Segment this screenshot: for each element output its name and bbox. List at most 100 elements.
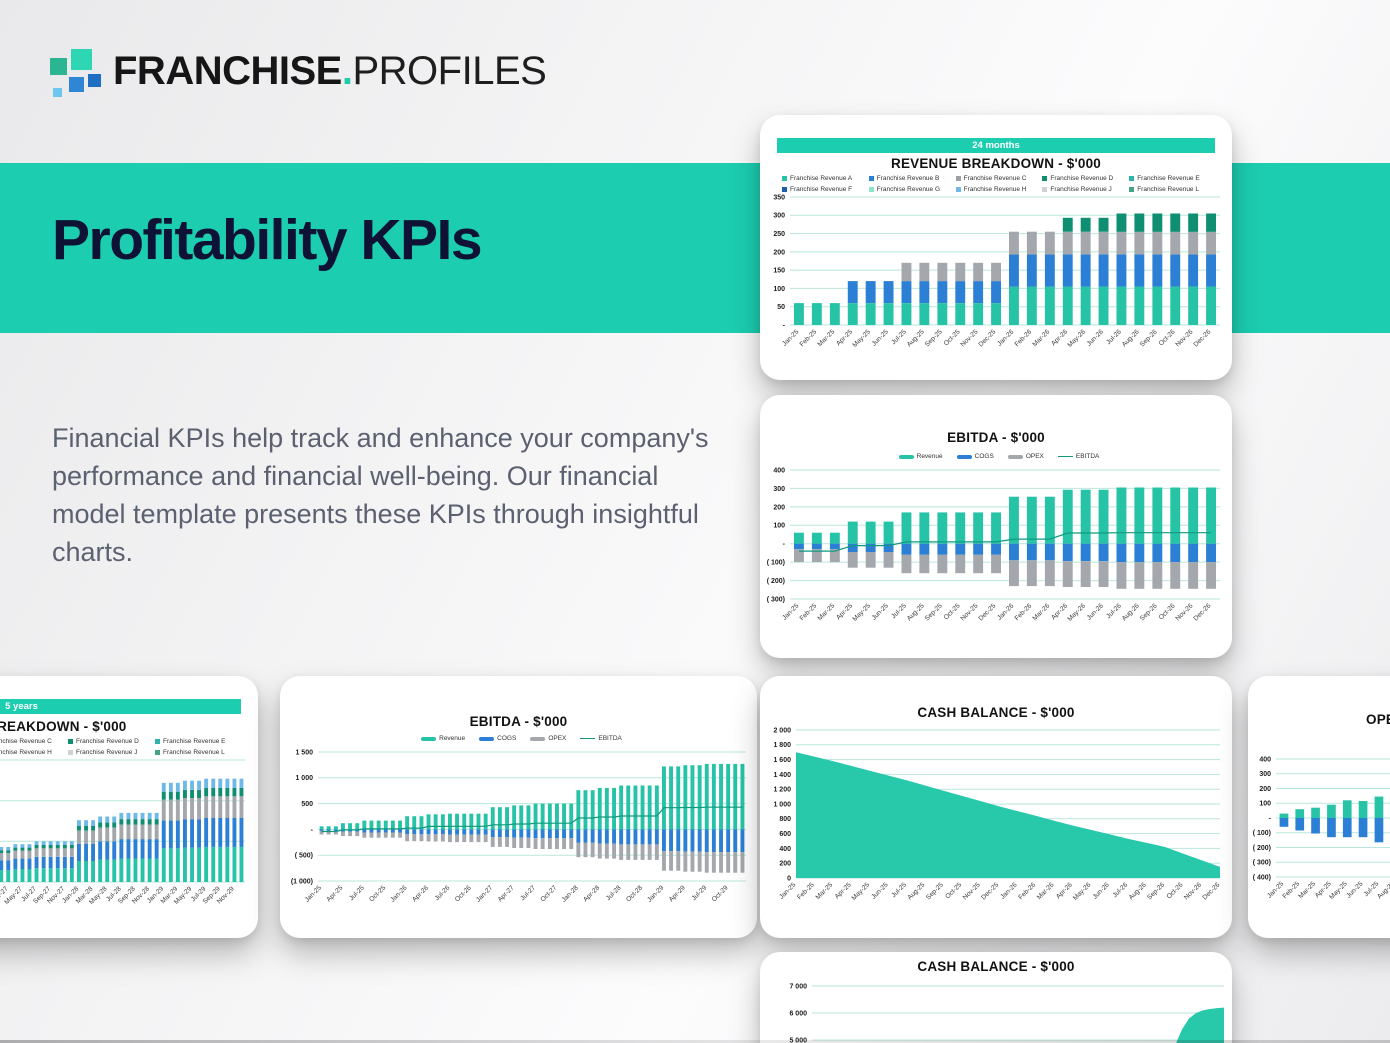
x-tick-label: Jan-26 — [996, 328, 1015, 347]
bar-segment — [41, 848, 46, 857]
bar-segment — [497, 807, 502, 830]
bar-segment — [1342, 800, 1352, 818]
bar-segment — [1170, 487, 1181, 544]
bar-segment — [77, 820, 81, 826]
bar-segment — [683, 765, 688, 830]
bar-segment — [490, 829, 495, 838]
x-tick-label: Sep-26 — [1146, 881, 1166, 901]
bar-segment — [490, 807, 495, 830]
bar-segment — [1152, 254, 1163, 287]
bar-segment — [519, 837, 524, 848]
x-tick-label: Jan-25 — [781, 328, 800, 347]
bar-segment — [168, 791, 173, 800]
bar-segment — [490, 837, 495, 847]
bar-segment — [647, 829, 652, 845]
bar-segment — [711, 829, 716, 853]
bar-segment — [126, 858, 131, 882]
bar-segment — [333, 826, 338, 830]
bar-segment — [197, 847, 201, 882]
legend-line-swatch — [1057, 456, 1073, 457]
bar-segment — [390, 820, 395, 830]
bar-segment — [183, 789, 187, 798]
bar-segment — [333, 829, 338, 831]
bar-segment — [55, 868, 60, 882]
x-tick-label: Nov-26 — [1175, 602, 1195, 622]
bar-segment — [204, 846, 209, 882]
x-tick-label: May-26 — [1067, 328, 1088, 349]
period-tag: 5 years — [0, 699, 241, 714]
bar-segment — [469, 834, 474, 843]
bar-segment — [1009, 254, 1019, 287]
bar-segment — [1098, 543, 1109, 562]
legend-swatch — [898, 454, 914, 459]
bar-segment — [6, 850, 11, 853]
bar-segment — [1062, 231, 1073, 255]
bar-segment — [197, 819, 201, 848]
bar-segment — [847, 521, 858, 544]
bar-segment — [991, 512, 1001, 544]
bar-segment — [469, 813, 474, 830]
bar-segment — [690, 851, 695, 872]
bar-segment — [733, 852, 738, 873]
bar-segment — [1134, 487, 1145, 544]
bar-segment — [1374, 818, 1384, 843]
y-tick-label: 200 — [773, 504, 785, 511]
legend-item: Revenue — [421, 735, 465, 742]
bar-segment — [847, 543, 858, 552]
bar-segment — [341, 831, 345, 837]
logo-mark-square — [69, 77, 84, 92]
bar-segment — [348, 829, 352, 832]
bar-segment — [48, 845, 53, 849]
bar-segment — [1358, 801, 1368, 818]
bar-segment — [1295, 809, 1305, 818]
area-series — [796, 752, 1220, 878]
bar-segment — [937, 554, 948, 574]
y-tick-label: 400 — [773, 467, 785, 474]
bar-segment — [955, 543, 966, 555]
y-tick-label: - — [1269, 815, 1272, 822]
bar-segment — [232, 788, 237, 797]
bar-segment — [662, 851, 666, 871]
bar-segment — [91, 825, 95, 831]
bar-segment — [197, 798, 201, 820]
bar-segment — [991, 303, 1001, 325]
bar-segment — [547, 803, 552, 830]
bar-segment — [640, 829, 645, 845]
bar-segment — [1098, 254, 1109, 287]
bar-segment — [512, 837, 517, 848]
bar-segment — [829, 543, 840, 550]
x-tick-label: Jun-25 — [871, 328, 890, 347]
bar-segment — [569, 803, 574, 830]
bar-segment — [476, 834, 481, 843]
bar-segment — [576, 790, 581, 830]
bar-segment — [412, 816, 417, 830]
bar-segment — [190, 780, 194, 790]
legend-label: Franchise Revenue H — [963, 186, 1027, 193]
bar-segment — [883, 543, 894, 552]
bar-segment — [1206, 543, 1216, 563]
bar-segment — [190, 798, 194, 820]
bar-segment — [440, 829, 445, 835]
y-tick-label: ( 100) — [1253, 830, 1271, 837]
bar-segment — [662, 766, 666, 830]
bar-segment — [497, 829, 502, 838]
bar-segment — [476, 813, 481, 830]
bar-segment — [669, 851, 673, 871]
legend-label: Revenue — [439, 735, 466, 742]
bar-segment — [711, 763, 716, 830]
bar-segment — [41, 856, 46, 869]
bar-segment — [1098, 231, 1109, 255]
bar-segment — [811, 303, 822, 325]
slide-bottom-edge — [0, 1040, 1390, 1043]
y-tick-label: ( 200) — [767, 578, 785, 585]
y-tick-label: 50 — [777, 304, 785, 311]
bar-segment — [901, 554, 912, 574]
bar-segment — [91, 861, 95, 882]
bar-segment — [919, 543, 930, 555]
bar-segment — [154, 819, 159, 825]
bar-segment — [398, 832, 402, 838]
bar-segment — [140, 819, 145, 825]
bar-segment — [719, 829, 723, 853]
